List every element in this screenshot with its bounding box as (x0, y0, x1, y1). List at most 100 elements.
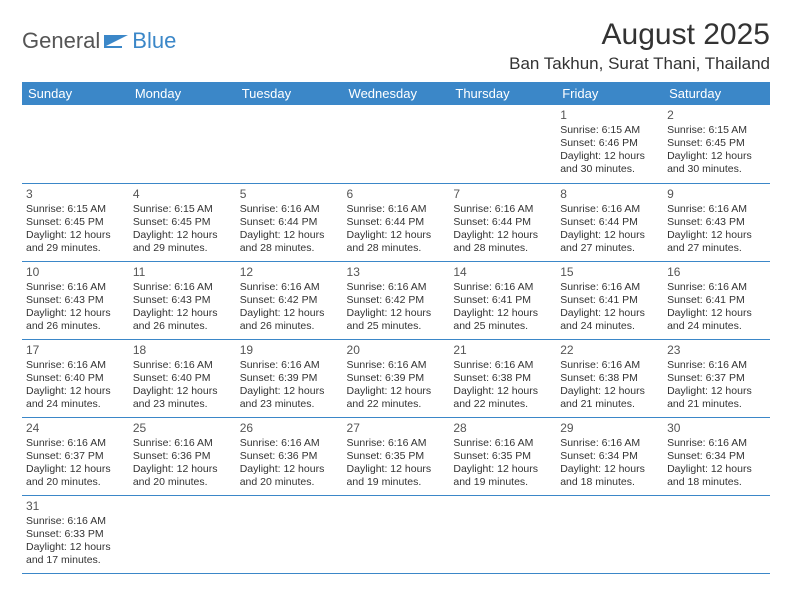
calendar-week-row: 3Sunrise: 6:15 AMSunset: 6:45 PMDaylight… (22, 183, 770, 261)
day-number: 22 (560, 343, 659, 358)
day-number: 15 (560, 265, 659, 280)
sunset-line: Sunset: 6:44 PM (347, 216, 446, 229)
weekday-header: Sunday (22, 82, 129, 105)
calendar-empty-cell (236, 105, 343, 183)
calendar-day-cell: 12Sunrise: 6:16 AMSunset: 6:42 PMDayligh… (236, 261, 343, 339)
day-number: 18 (133, 343, 232, 358)
weekday-header: Friday (556, 82, 663, 105)
calendar-day-cell: 28Sunrise: 6:16 AMSunset: 6:35 PMDayligh… (449, 417, 556, 495)
sunrise-line: Sunrise: 6:16 AM (347, 281, 446, 294)
sunset-line: Sunset: 6:38 PM (453, 372, 552, 385)
daylight-line: Daylight: 12 hours and 30 minutes. (667, 150, 766, 176)
calendar-day-cell: 15Sunrise: 6:16 AMSunset: 6:41 PMDayligh… (556, 261, 663, 339)
sunset-line: Sunset: 6:36 PM (240, 450, 339, 463)
calendar-week-row: 24Sunrise: 6:16 AMSunset: 6:37 PMDayligh… (22, 417, 770, 495)
calendar-day-cell: 29Sunrise: 6:16 AMSunset: 6:34 PMDayligh… (556, 417, 663, 495)
sunset-line: Sunset: 6:33 PM (26, 528, 125, 541)
day-number: 12 (240, 265, 339, 280)
weekday-header-row: SundayMondayTuesdayWednesdayThursdayFrid… (22, 82, 770, 105)
sunrise-line: Sunrise: 6:16 AM (240, 359, 339, 372)
sunset-line: Sunset: 6:45 PM (133, 216, 232, 229)
calendar-day-cell: 27Sunrise: 6:16 AMSunset: 6:35 PMDayligh… (343, 417, 450, 495)
sunset-line: Sunset: 6:43 PM (667, 216, 766, 229)
daylight-line: Daylight: 12 hours and 17 minutes. (26, 541, 125, 567)
sunset-line: Sunset: 6:44 PM (560, 216, 659, 229)
day-number: 13 (347, 265, 446, 280)
sunrise-line: Sunrise: 6:15 AM (133, 203, 232, 216)
sunset-line: Sunset: 6:41 PM (453, 294, 552, 307)
daylight-line: Daylight: 12 hours and 28 minutes. (240, 229, 339, 255)
daylight-line: Daylight: 12 hours and 24 minutes. (667, 307, 766, 333)
calendar-day-cell: 21Sunrise: 6:16 AMSunset: 6:38 PMDayligh… (449, 339, 556, 417)
weekday-header: Wednesday (343, 82, 450, 105)
daylight-line: Daylight: 12 hours and 21 minutes. (667, 385, 766, 411)
sunrise-line: Sunrise: 6:16 AM (667, 359, 766, 372)
day-number: 28 (453, 421, 552, 436)
sunset-line: Sunset: 6:41 PM (560, 294, 659, 307)
sunset-line: Sunset: 6:43 PM (26, 294, 125, 307)
calendar-table: SundayMondayTuesdayWednesdayThursdayFrid… (22, 82, 770, 574)
daylight-line: Daylight: 12 hours and 23 minutes. (133, 385, 232, 411)
sunset-line: Sunset: 6:37 PM (667, 372, 766, 385)
sunrise-line: Sunrise: 6:16 AM (133, 281, 232, 294)
calendar-day-cell: 11Sunrise: 6:16 AMSunset: 6:43 PMDayligh… (129, 261, 236, 339)
sunset-line: Sunset: 6:43 PM (133, 294, 232, 307)
sunset-line: Sunset: 6:44 PM (453, 216, 552, 229)
day-number: 26 (240, 421, 339, 436)
daylight-line: Daylight: 12 hours and 28 minutes. (347, 229, 446, 255)
sunrise-line: Sunrise: 6:16 AM (26, 281, 125, 294)
sunset-line: Sunset: 6:44 PM (240, 216, 339, 229)
calendar-empty-cell (663, 495, 770, 573)
calendar-empty-cell (449, 105, 556, 183)
daylight-line: Daylight: 12 hours and 23 minutes. (240, 385, 339, 411)
day-number: 1 (560, 108, 659, 123)
sunrise-line: Sunrise: 6:16 AM (347, 203, 446, 216)
day-number: 27 (347, 421, 446, 436)
sunrise-line: Sunrise: 6:16 AM (560, 437, 659, 450)
daylight-line: Daylight: 12 hours and 29 minutes. (133, 229, 232, 255)
daylight-line: Daylight: 12 hours and 27 minutes. (560, 229, 659, 255)
daylight-line: Daylight: 12 hours and 26 minutes. (240, 307, 339, 333)
brand-part1: General (22, 28, 100, 54)
sunset-line: Sunset: 6:40 PM (133, 372, 232, 385)
sunrise-line: Sunrise: 6:16 AM (347, 437, 446, 450)
day-number: 25 (133, 421, 232, 436)
calendar-day-cell: 1Sunrise: 6:15 AMSunset: 6:46 PMDaylight… (556, 105, 663, 183)
sunset-line: Sunset: 6:45 PM (26, 216, 125, 229)
daylight-line: Daylight: 12 hours and 19 minutes. (453, 463, 552, 489)
daylight-line: Daylight: 12 hours and 18 minutes. (560, 463, 659, 489)
sunset-line: Sunset: 6:41 PM (667, 294, 766, 307)
daylight-line: Daylight: 12 hours and 29 minutes. (26, 229, 125, 255)
sunset-line: Sunset: 6:37 PM (26, 450, 125, 463)
daylight-line: Daylight: 12 hours and 25 minutes. (453, 307, 552, 333)
day-number: 23 (667, 343, 766, 358)
sunrise-line: Sunrise: 6:16 AM (133, 437, 232, 450)
sunrise-line: Sunrise: 6:16 AM (240, 281, 339, 294)
calendar-day-cell: 30Sunrise: 6:16 AMSunset: 6:34 PMDayligh… (663, 417, 770, 495)
calendar-week-row: 17Sunrise: 6:16 AMSunset: 6:40 PMDayligh… (22, 339, 770, 417)
calendar-day-cell: 7Sunrise: 6:16 AMSunset: 6:44 PMDaylight… (449, 183, 556, 261)
daylight-line: Daylight: 12 hours and 28 minutes. (453, 229, 552, 255)
calendar-empty-cell (343, 495, 450, 573)
calendar-day-cell: 16Sunrise: 6:16 AMSunset: 6:41 PMDayligh… (663, 261, 770, 339)
calendar-day-cell: 13Sunrise: 6:16 AMSunset: 6:42 PMDayligh… (343, 261, 450, 339)
calendar-empty-cell (343, 105, 450, 183)
day-number: 5 (240, 187, 339, 202)
calendar-day-cell: 25Sunrise: 6:16 AMSunset: 6:36 PMDayligh… (129, 417, 236, 495)
daylight-line: Daylight: 12 hours and 30 minutes. (560, 150, 659, 176)
calendar-empty-cell (556, 495, 663, 573)
sunset-line: Sunset: 6:42 PM (347, 294, 446, 307)
calendar-day-cell: 20Sunrise: 6:16 AMSunset: 6:39 PMDayligh… (343, 339, 450, 417)
daylight-line: Daylight: 12 hours and 20 minutes. (26, 463, 125, 489)
daylight-line: Daylight: 12 hours and 24 minutes. (26, 385, 125, 411)
daylight-line: Daylight: 12 hours and 24 minutes. (560, 307, 659, 333)
weekday-header: Thursday (449, 82, 556, 105)
day-number: 14 (453, 265, 552, 280)
day-number: 9 (667, 187, 766, 202)
sunset-line: Sunset: 6:39 PM (347, 372, 446, 385)
daylight-line: Daylight: 12 hours and 22 minutes. (453, 385, 552, 411)
day-number: 6 (347, 187, 446, 202)
day-number: 4 (133, 187, 232, 202)
day-number: 8 (560, 187, 659, 202)
daylight-line: Daylight: 12 hours and 25 minutes. (347, 307, 446, 333)
